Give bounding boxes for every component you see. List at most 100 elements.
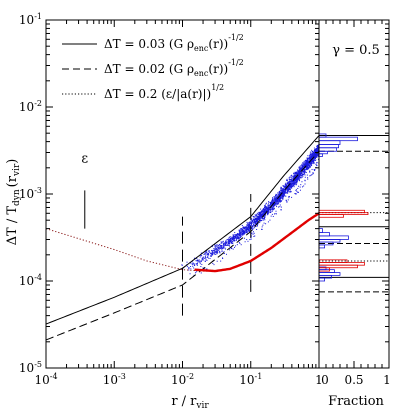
scatter-point	[231, 239, 233, 241]
scatter-point	[276, 198, 278, 200]
scatter-point	[268, 211, 270, 213]
scatter-point	[316, 156, 318, 158]
scatter-point	[209, 251, 211, 253]
scatter-point	[264, 218, 266, 220]
scatter-point	[298, 185, 300, 187]
scatter-point	[269, 212, 271, 214]
scatter-point	[258, 217, 260, 219]
scatter-point	[232, 234, 234, 236]
scatter-point	[291, 182, 293, 184]
scatter-point	[312, 161, 314, 163]
scatter-point	[275, 213, 277, 215]
scatter-point	[248, 225, 250, 227]
scatter-point	[291, 175, 293, 177]
scatter-point	[239, 234, 241, 236]
scatter-point	[305, 171, 307, 173]
scatter-point	[265, 223, 267, 225]
scatter-point	[304, 174, 306, 176]
scatter-point	[258, 219, 260, 221]
scatter-point	[227, 239, 229, 241]
scatter-point	[313, 155, 315, 157]
scatter-point	[244, 228, 246, 230]
scatter-point	[295, 189, 297, 191]
legend-entry-part: -1/2	[228, 33, 244, 42]
scatter-point	[198, 261, 200, 263]
scatter-point	[215, 244, 217, 246]
scatter-point	[311, 151, 313, 153]
scatter-point	[254, 215, 256, 217]
scatter-point	[278, 201, 280, 203]
scatter-point	[285, 188, 287, 190]
scatter-point	[241, 228, 243, 230]
scatter-point	[222, 257, 224, 259]
scatter-point	[206, 250, 208, 252]
scatter-point	[270, 204, 272, 206]
scatter-point	[219, 248, 221, 250]
scatter-point	[315, 154, 317, 156]
scatter-point	[215, 246, 217, 248]
scatter-point	[294, 173, 296, 175]
scatter-point	[261, 213, 263, 215]
scatter-point	[279, 196, 281, 198]
scatter-point	[278, 198, 280, 200]
scatter-point	[215, 253, 217, 255]
scatter-point	[248, 226, 250, 228]
scatter-point	[215, 248, 217, 250]
scatter-point	[266, 213, 268, 215]
scatter-point	[277, 198, 279, 200]
scatter-point	[230, 240, 232, 242]
scatter-point	[306, 169, 308, 171]
scatter-point	[271, 202, 273, 204]
scatter-point	[216, 253, 218, 255]
epsilon-label: ε	[81, 152, 88, 167]
scatter-point	[296, 184, 298, 186]
scatter-point	[301, 167, 303, 169]
scatter-point	[280, 194, 282, 196]
scatter-point	[213, 252, 215, 254]
scatter-point	[253, 216, 255, 218]
scatter-point	[285, 186, 287, 188]
scatter-point	[230, 240, 232, 242]
scatter-point	[304, 172, 306, 174]
scatter-point	[289, 176, 291, 178]
legend-entry-part: (r))	[208, 62, 228, 76]
scatter-point	[310, 157, 312, 159]
scatter-point	[202, 257, 204, 259]
scatter-point	[218, 243, 220, 245]
scatter-point	[313, 161, 315, 163]
scatter-point	[228, 243, 230, 245]
scatter-point	[242, 226, 244, 228]
scatter-point	[306, 160, 308, 162]
scatter-point	[193, 263, 195, 265]
scatter-point	[304, 160, 306, 162]
scatter-point	[264, 214, 266, 216]
scatter-point	[202, 267, 204, 269]
scatter-point	[225, 253, 227, 255]
scatter-point	[217, 250, 219, 252]
scatter-point	[278, 200, 280, 202]
scatter-point	[231, 238, 233, 240]
scatter-point	[211, 253, 213, 255]
scatter-point	[212, 250, 214, 252]
scatter-point	[304, 183, 306, 185]
scatter-point	[248, 230, 250, 232]
scatter-point	[296, 174, 298, 176]
scatter-point	[280, 190, 282, 192]
side-hist-blue-bin	[318, 140, 341, 145]
scatter-point	[242, 229, 244, 231]
scatter-point	[244, 228, 246, 230]
scatter-point	[229, 238, 231, 240]
scatter-point	[247, 240, 249, 242]
scatter-point	[303, 168, 305, 170]
scatter-point	[199, 263, 201, 265]
scatter-point	[290, 182, 292, 184]
scatter-point	[252, 221, 254, 223]
scatter-point	[200, 261, 202, 263]
scatter-point	[217, 244, 219, 246]
x-tick-label: 10-3	[103, 372, 126, 387]
scatter-point	[310, 152, 312, 154]
scatter-point	[242, 233, 244, 235]
scatter-point	[279, 192, 281, 194]
side-x-tick-label: 0.5	[344, 373, 363, 387]
scatter-point	[298, 178, 300, 180]
